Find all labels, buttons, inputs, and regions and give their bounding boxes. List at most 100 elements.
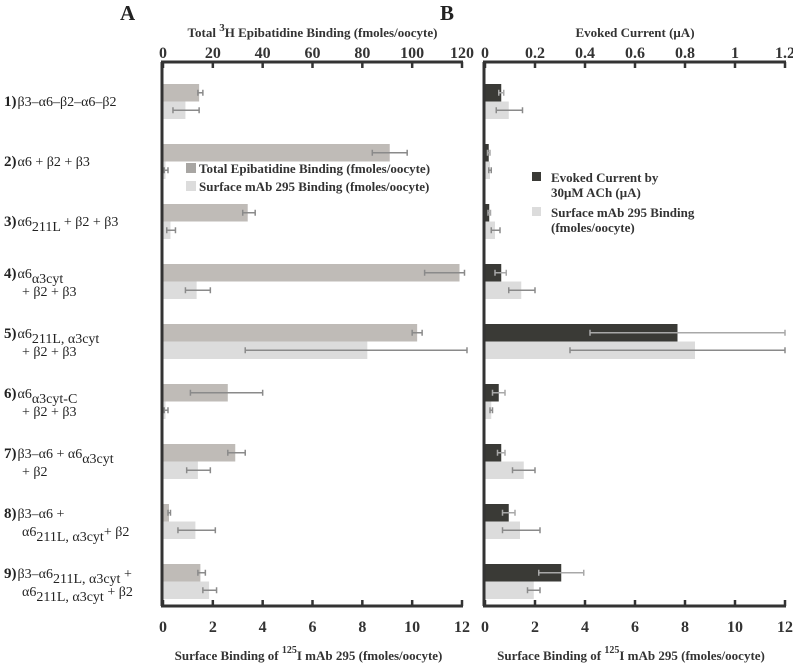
category-subscript: 211L, α3cyt: [32, 332, 100, 347]
category-text: β3–α6 + α6: [18, 447, 83, 462]
category-text: + β2: [104, 525, 130, 540]
category-number: 3): [4, 214, 17, 230]
top-tick-label: 20: [205, 45, 221, 62]
legend-swatch: [186, 163, 196, 173]
bottom-tick-label: 6: [309, 619, 317, 636]
category-subscript: 211L, α3cyt: [53, 572, 121, 587]
bar-primary: [485, 204, 490, 222]
bottom-axis-title: Surface Binding of 125I mAb 295 (fmoles/…: [497, 645, 765, 663]
category-label: 4)α6α3cyt + β2 + β3: [4, 266, 77, 300]
bottom-tick-label: 8: [358, 619, 366, 636]
category-number: 1): [4, 94, 17, 110]
category-text: + β2: [22, 465, 48, 480]
bottom-tick-label: 2: [209, 619, 217, 636]
category-label: 1)β3–α6–β2–α6–β2: [4, 94, 117, 110]
bar-primary: [485, 264, 502, 282]
category-text: α6 + β2 + β3: [18, 155, 90, 170]
category-label: 2)α6 + β2 + β3: [4, 154, 90, 170]
bar-primary: [163, 444, 236, 462]
category-text: + β2: [104, 585, 133, 600]
category-text: α6: [18, 327, 32, 342]
bar-secondary: [163, 461, 198, 479]
bottom-tick-label: 0: [159, 619, 167, 636]
category-number: 2): [4, 154, 17, 170]
legend-label: Surface mAb 295 Binding (fmoles/oocyte): [199, 179, 429, 194]
bottom-tick-label: 10: [727, 619, 743, 636]
top-tick-label: 40: [255, 45, 271, 62]
bottom-tick-label: 4: [259, 619, 267, 636]
bar-secondary: [163, 581, 210, 599]
bottom-tick-label: 2: [531, 619, 539, 636]
bar-primary: [163, 204, 248, 222]
category-subscript: α3cyt: [82, 452, 114, 467]
bar-primary: [163, 144, 390, 162]
bottom-tick-label: 0: [481, 619, 489, 636]
bottom-tick-label: 8: [681, 619, 689, 636]
category-text: α6: [22, 525, 36, 540]
top-tick-label: 1.2: [775, 45, 793, 62]
bar-primary: [163, 564, 201, 582]
legend-label: Total Epibatidine Binding (fmoles/oocyte…: [199, 161, 430, 176]
legend-label: 30μM ACh (μA): [551, 185, 641, 200]
top-tick-label: 0.8: [675, 45, 695, 62]
bar-primary: [485, 84, 502, 102]
category-label: 5)α6211L, α3cyt + β2 + β3: [4, 326, 99, 360]
bar-primary: [163, 84, 200, 102]
category-number: 9): [4, 566, 17, 582]
top-tick-label: 120: [450, 45, 474, 62]
category-subscript: 211L, α3cyt: [36, 530, 104, 545]
bottom-tick-label: 12: [777, 619, 793, 636]
bottom-axis-title: Surface Binding of 125I mAb 295 (fmoles/…: [175, 645, 443, 663]
category-text: β3–α6 +: [18, 507, 65, 522]
top-axis-title: Evoked Current (μA): [575, 25, 694, 40]
category-number: 5): [4, 326, 17, 342]
category-text: + β2 + β3: [60, 215, 118, 230]
category-number: 4): [4, 266, 17, 282]
category-number: 8): [4, 506, 17, 522]
bar-secondary: [485, 461, 524, 479]
category-text: β3–α6–β2–α6–β2: [18, 95, 117, 110]
category-label: 7)β3–α6 + α6α3cyt + β2: [4, 446, 114, 480]
top-tick-label: 100: [400, 45, 424, 62]
legend-swatch: [532, 172, 541, 181]
bar-secondary: [485, 221, 495, 239]
category-text: α6: [18, 267, 32, 282]
top-tick-label: 1: [731, 45, 739, 62]
bottom-tick-label: 12: [454, 619, 470, 636]
bar-primary: [485, 324, 678, 342]
bar-secondary: [485, 281, 522, 299]
category-label: 3)α6211L + β2 + β3: [4, 214, 118, 235]
category-label: 8)β3–α6 + α6211L, α3cyt+ β2: [4, 506, 129, 545]
top-tick-label: 0: [159, 45, 167, 62]
category-subscript: 211L, α3cyt: [36, 590, 104, 605]
category-number: 6): [4, 386, 17, 402]
category-text: + β2 + β3: [22, 345, 77, 360]
bar-primary: [485, 444, 502, 462]
bottom-tick-label: 6: [631, 619, 639, 636]
bar-primary: [163, 324, 418, 342]
category-text: + β2 + β3: [22, 285, 77, 300]
category-text: α6: [22, 585, 36, 600]
top-tick-label: 0: [481, 45, 489, 62]
category-subscript: 211L: [32, 220, 61, 235]
top-axis-title: Total 3H Epibatidine Binding (fmoles/ooc…: [188, 22, 438, 40]
top-tick-label: 60: [305, 45, 321, 62]
top-tick-label: 80: [354, 45, 370, 62]
category-number: 7): [4, 446, 17, 462]
bar-secondary: [163, 281, 197, 299]
category-subscript: α3cyt-C: [32, 392, 77, 407]
legend-label: Evoked Current by: [551, 170, 659, 185]
category-text: β3–α6: [18, 567, 53, 582]
bar-secondary: [485, 581, 534, 599]
bottom-tick-label: 10: [404, 619, 420, 636]
top-tick-label: 0.4: [575, 45, 595, 62]
category-text: + β2 + β3: [22, 405, 77, 420]
category-text: α6: [18, 215, 32, 230]
legend-label: (fmoles/oocyte): [551, 220, 635, 235]
bar-primary: [163, 264, 460, 282]
category-text: α6: [18, 387, 32, 402]
top-tick-label: 0.6: [625, 45, 645, 62]
bar-primary: [163, 504, 169, 522]
top-tick-label: 0.2: [525, 45, 545, 62]
